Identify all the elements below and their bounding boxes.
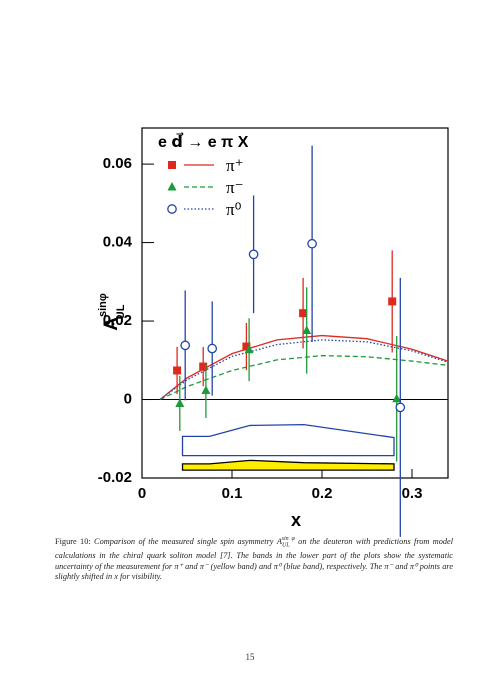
symbol-sup: sin φ: [281, 536, 295, 542]
marker: [302, 325, 312, 334]
marker: [299, 309, 308, 318]
marker: [307, 238, 317, 249]
y-axis-label: Asinφ UL: [97, 293, 127, 331]
model-curve: [159, 354, 449, 401]
symbol-main: A: [276, 536, 282, 546]
marker: [395, 402, 406, 413]
y-label-sup: sinφ: [97, 293, 109, 317]
page-number: 15: [245, 652, 255, 662]
x-tick-label: 0.2: [312, 485, 333, 502]
x-tick-label: 0.1: [222, 485, 243, 502]
y-tick-label: 0.04: [103, 234, 133, 251]
caption-label: Figure 10:: [55, 536, 91, 546]
y-tick-label: 0.06: [103, 155, 132, 172]
y-label-sub: UL: [115, 304, 127, 319]
caption-symbol: AULsin φ: [276, 536, 295, 549]
marker: [242, 342, 251, 351]
marker: [201, 385, 211, 394]
marker: [392, 393, 402, 403]
marker: [175, 398, 185, 407]
symbol-sub: UL: [281, 542, 290, 549]
model-curve: [159, 339, 449, 401]
marker: [248, 249, 259, 260]
marker: [173, 366, 182, 375]
y-label-main: A: [101, 317, 122, 331]
marker: [388, 297, 397, 306]
marker: [199, 362, 208, 371]
model-curve: [159, 334, 449, 401]
x-axis-label: x: [291, 510, 301, 530]
caption-text: Comparison of the measured single spin a…: [94, 536, 274, 546]
marker: [244, 344, 254, 354]
systematic-band: [181, 459, 395, 471]
y-tick-label: -0.02: [98, 469, 132, 486]
legend-marker: [168, 161, 176, 169]
systematic-band: [181, 423, 395, 457]
legend-label: π⁺: [226, 156, 244, 175]
caption: Figure 10: Comparison of the measured si…: [55, 534, 453, 583]
x-tick-label: 0: [138, 485, 146, 502]
y-tick-label: 0.02: [103, 312, 132, 329]
legend-marker: [167, 182, 177, 191]
marker: [207, 343, 218, 354]
x-tick-label: 0.3: [402, 485, 423, 502]
plot-frame: [141, 127, 449, 479]
legend-marker: [167, 204, 177, 214]
marker: [180, 340, 191, 351]
legend-label: π⁻: [226, 178, 244, 197]
caption-text: on the deuteron with predictions from mo…: [55, 536, 454, 582]
y-tick-label: 0: [124, 390, 132, 407]
legend-label: π⁰: [226, 200, 242, 219]
legend-title: e d⃗ → e π X: [158, 131, 249, 151]
